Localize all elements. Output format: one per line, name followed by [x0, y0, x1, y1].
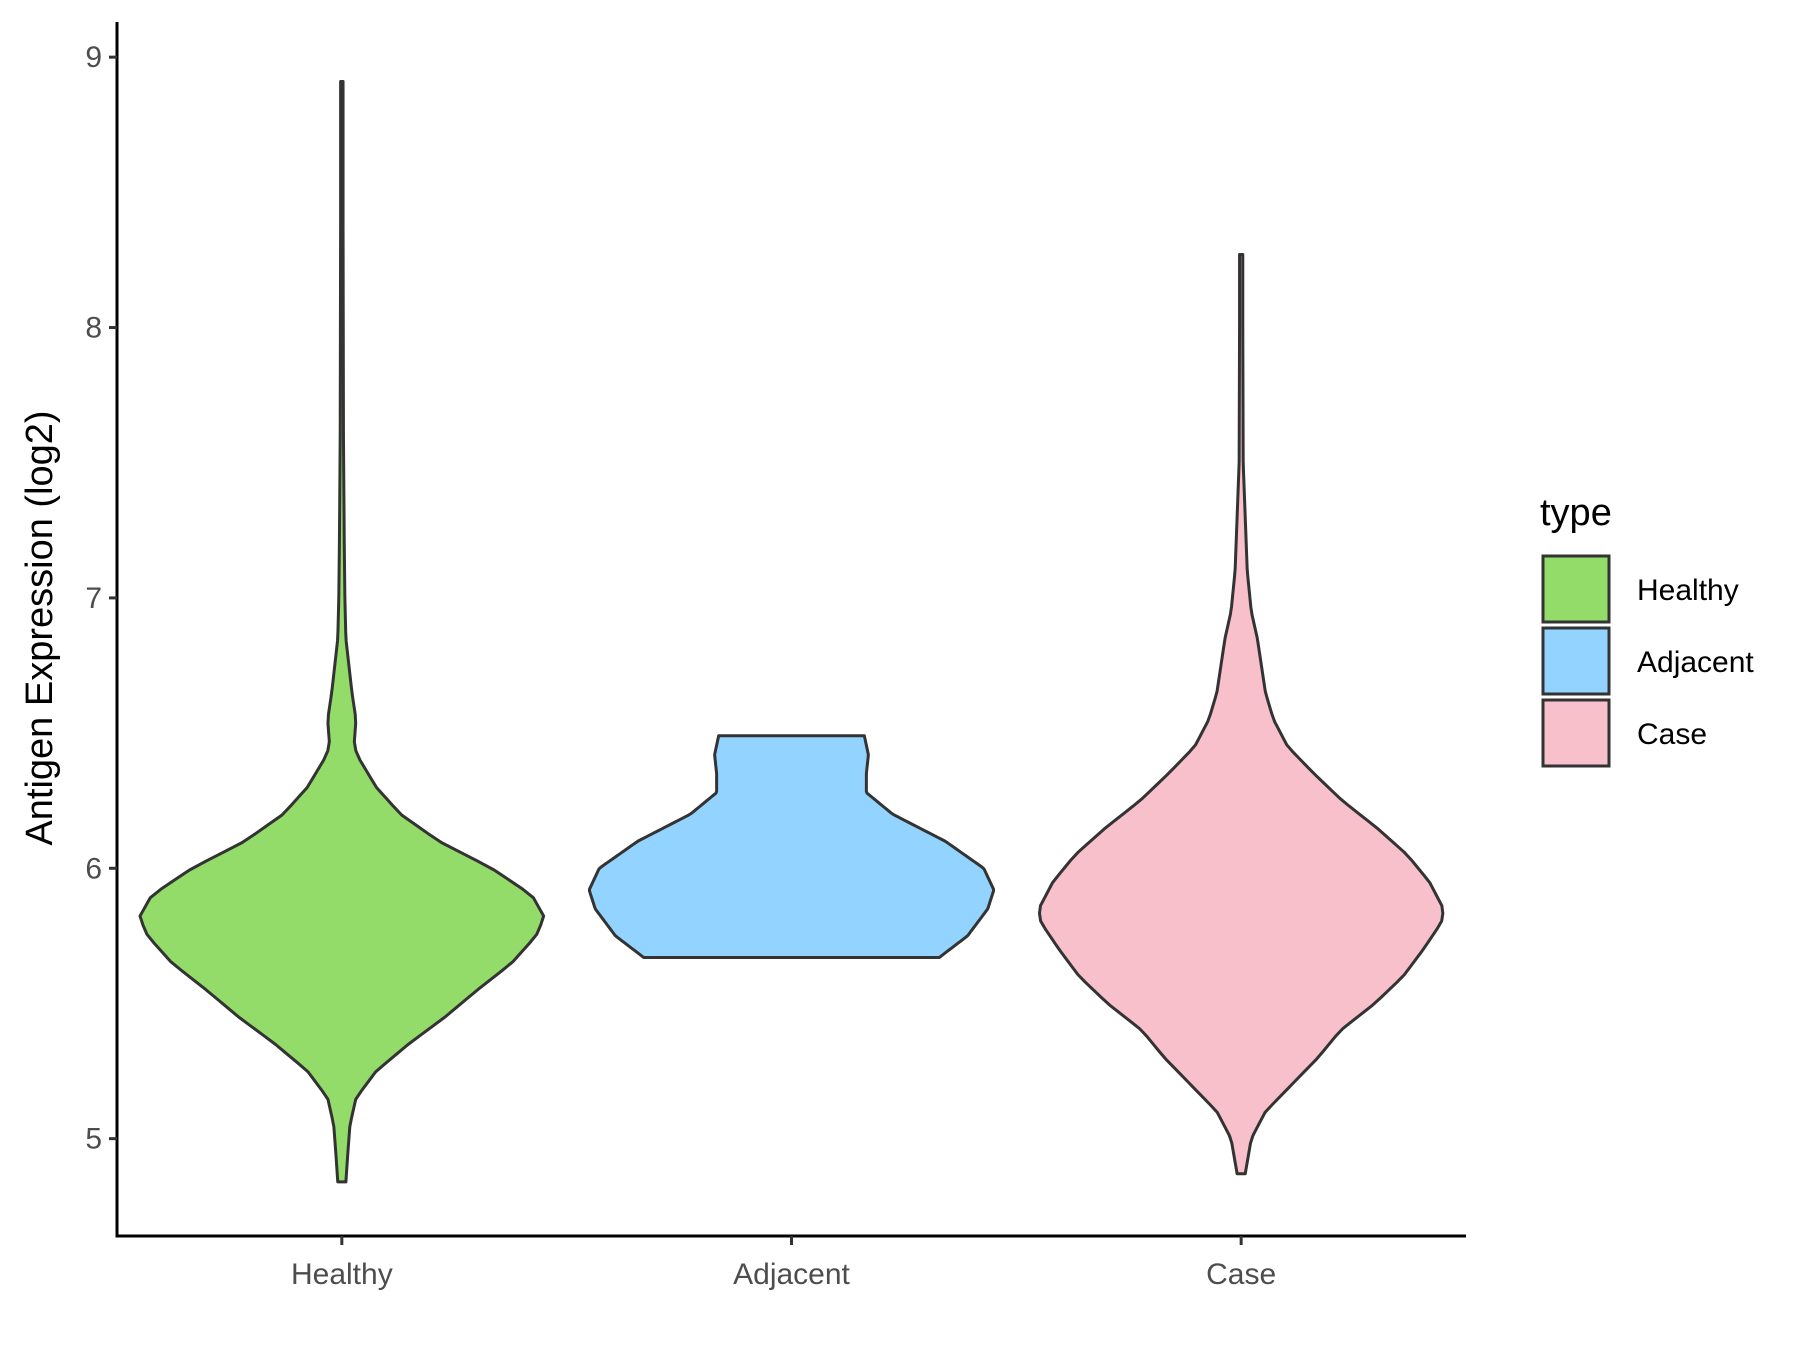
- legend-label-case: Case: [1637, 718, 1707, 751]
- y-tick-label: 9: [85, 41, 102, 74]
- violin-layer: [138, 79, 1445, 1184]
- legend-key-adjacent: [1541, 626, 1611, 696]
- legend-title: type: [1540, 492, 1612, 534]
- axes: 5 6 7 8 9 Healthy Adjacent Case: [85, 22, 1466, 1291]
- y-tick-label: 7: [85, 582, 102, 615]
- x-tick-label: Case: [1206, 1258, 1276, 1291]
- legend-key-healthy: [1541, 554, 1611, 624]
- x-ticks: Healthy Adjacent Case: [291, 1236, 1276, 1291]
- violin-healthy: [138, 79, 546, 1184]
- y-tick-label: 5: [85, 1123, 102, 1156]
- legend-entries: Healthy Adjacent Case: [1541, 554, 1754, 768]
- x-tick-label: Healthy: [291, 1258, 393, 1291]
- y-axis-title: Antigen Expression (log2): [19, 410, 61, 845]
- violin-adjacent: [588, 734, 995, 960]
- legend-label-healthy: Healthy: [1637, 574, 1739, 607]
- y-ticks: 5 6 7 8 9: [85, 41, 117, 1156]
- violin-case: [1037, 253, 1445, 1176]
- x-tick-label: Adjacent: [733, 1258, 850, 1291]
- y-tick-label: 6: [85, 852, 102, 885]
- legend: type Healthy Adjacent Case: [1540, 492, 1754, 768]
- legend-key-case: [1541, 698, 1611, 768]
- y-tick-label: 8: [85, 312, 102, 345]
- legend-label-adjacent: Adjacent: [1637, 646, 1754, 679]
